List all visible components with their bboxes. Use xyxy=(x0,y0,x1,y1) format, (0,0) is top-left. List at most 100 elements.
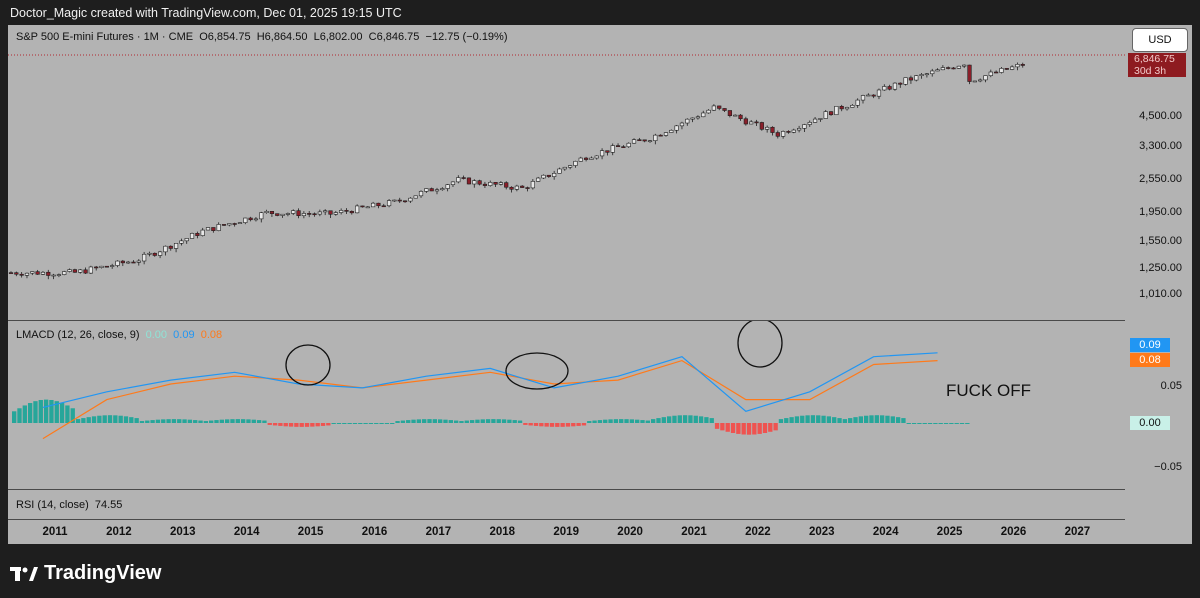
candle[interactable] xyxy=(131,261,136,264)
candle[interactable] xyxy=(695,116,701,119)
candle[interactable] xyxy=(498,182,504,185)
candle[interactable] xyxy=(51,274,56,277)
candle[interactable] xyxy=(796,128,802,131)
candle[interactable] xyxy=(19,273,24,276)
candle[interactable] xyxy=(962,64,967,67)
candle[interactable] xyxy=(280,213,285,216)
candle[interactable] xyxy=(946,67,951,69)
candle[interactable] xyxy=(573,160,578,166)
candle[interactable] xyxy=(126,261,131,264)
candle[interactable] xyxy=(397,199,402,202)
candle[interactable] xyxy=(924,73,929,76)
candle[interactable] xyxy=(392,199,397,202)
candle[interactable] xyxy=(72,269,77,273)
candle[interactable] xyxy=(919,74,924,76)
candle[interactable] xyxy=(802,124,807,129)
candle[interactable] xyxy=(940,67,945,71)
price-pane[interactable]: S&P 500 E-mini Futures · 1M · CME O6,854… xyxy=(8,25,1125,321)
candle[interactable] xyxy=(876,89,882,97)
candle[interactable] xyxy=(83,269,88,274)
candle[interactable] xyxy=(610,145,615,153)
candle[interactable] xyxy=(812,118,818,123)
candle[interactable] xyxy=(184,238,189,242)
candle[interactable] xyxy=(781,131,786,137)
lmacd-plot[interactable] xyxy=(8,321,1125,489)
candle[interactable] xyxy=(898,82,903,85)
candle[interactable] xyxy=(477,180,482,185)
price-scale[interactable]: 4,500.00 3,300.00 2,550.00 1,950.00 1,55… xyxy=(1125,25,1192,520)
candle[interactable] xyxy=(104,265,109,268)
candle[interactable] xyxy=(631,139,637,144)
candle[interactable] xyxy=(264,211,269,214)
candle[interactable] xyxy=(56,274,62,276)
candle[interactable] xyxy=(237,222,243,224)
candle[interactable] xyxy=(418,191,424,197)
candle[interactable] xyxy=(578,157,583,162)
candle[interactable] xyxy=(706,109,711,114)
candle[interactable] xyxy=(40,271,46,275)
candle[interactable] xyxy=(1004,68,1009,70)
candle[interactable] xyxy=(248,217,253,221)
candle[interactable] xyxy=(445,184,450,189)
candle[interactable] xyxy=(386,200,392,207)
candle[interactable] xyxy=(14,272,19,275)
candle[interactable] xyxy=(434,189,440,192)
candle[interactable] xyxy=(8,272,14,274)
candle[interactable] xyxy=(328,210,333,215)
candle[interactable] xyxy=(536,177,541,182)
candle[interactable] xyxy=(530,181,535,189)
candle[interactable] xyxy=(408,197,413,202)
candle[interactable] xyxy=(701,112,706,118)
candle[interactable] xyxy=(978,79,983,82)
candle[interactable] xyxy=(78,269,83,273)
candle[interactable] xyxy=(717,105,722,109)
candle[interactable] xyxy=(903,77,908,85)
candle[interactable] xyxy=(914,75,919,81)
candle[interactable] xyxy=(493,182,498,185)
lmacd-legend[interactable]: LMACD (12, 26, close, 9) 0.00 0.09 0.08 xyxy=(16,329,222,341)
candle[interactable] xyxy=(381,205,386,208)
candle[interactable] xyxy=(823,111,828,119)
candle[interactable] xyxy=(413,195,418,199)
candle[interactable] xyxy=(120,260,125,264)
candle[interactable] xyxy=(355,205,360,214)
candle[interactable] xyxy=(200,229,205,236)
candle[interactable] xyxy=(110,265,115,267)
candle[interactable] xyxy=(440,188,445,191)
rsi-pane[interactable]: RSI (14, close) 74.55 xyxy=(8,490,1125,520)
candle[interactable] xyxy=(179,240,184,244)
candle[interactable] xyxy=(253,218,259,221)
candle[interactable] xyxy=(115,260,120,266)
candle[interactable] xyxy=(908,77,914,81)
candle[interactable] xyxy=(653,134,658,141)
candle[interactable] xyxy=(605,150,610,153)
candle[interactable] xyxy=(323,210,328,213)
candle[interactable] xyxy=(142,253,147,262)
candle[interactable] xyxy=(786,131,791,133)
candle[interactable] xyxy=(456,177,461,183)
candle[interactable] xyxy=(211,227,216,231)
candle[interactable] xyxy=(402,200,408,203)
candle[interactable] xyxy=(642,139,647,142)
time-axis[interactable]: 2011 2012 2013 2014 2015 2016 2017 2018 2019 2020… xyxy=(8,520,1125,544)
symbol-legend[interactable]: S&P 500 E-mini Futures · 1M · CME O6,854… xyxy=(16,31,508,43)
candle[interactable] xyxy=(307,213,312,215)
candle[interactable] xyxy=(860,95,866,101)
candle[interactable] xyxy=(259,212,264,220)
candle[interactable] xyxy=(243,217,248,223)
candle[interactable] xyxy=(429,188,434,192)
candle[interactable] xyxy=(674,125,679,131)
candle[interactable] xyxy=(450,181,456,185)
candle[interactable] xyxy=(62,271,67,275)
candle[interactable] xyxy=(482,183,488,186)
candle[interactable] xyxy=(956,65,961,69)
candle[interactable] xyxy=(988,71,993,76)
lmacd-pane[interactable]: LMACD (12, 26, close, 9) 0.00 0.09 0.08 xyxy=(8,321,1125,490)
candle[interactable] xyxy=(711,105,716,111)
candle[interactable] xyxy=(216,224,221,231)
candle[interactable] xyxy=(195,233,200,236)
candle[interactable] xyxy=(488,182,493,186)
candle[interactable] xyxy=(35,271,40,275)
candle[interactable] xyxy=(520,185,525,188)
candle[interactable] xyxy=(621,146,626,148)
